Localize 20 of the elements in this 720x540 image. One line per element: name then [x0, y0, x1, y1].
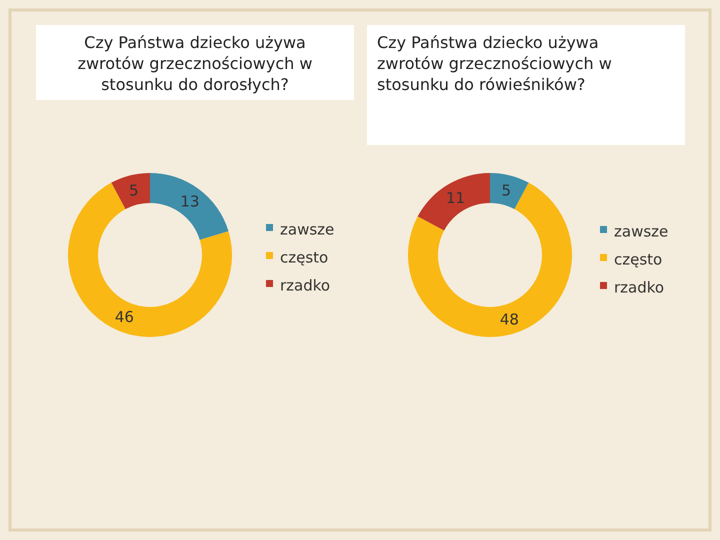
data-label: 46 [114, 308, 134, 326]
legend-label: zawsze [280, 220, 334, 238]
legend-label: często [614, 250, 662, 268]
data-label: 11 [446, 188, 466, 207]
donut-slice [418, 173, 490, 230]
chart-title: Czy Państwa dziecko używa zwrotów grzecznościowych w stosunku do dorosłych? [78, 33, 312, 94]
donut-slice [408, 182, 572, 337]
data-label: 5 [128, 181, 138, 200]
donut-slice [68, 182, 232, 337]
data-label: 13 [180, 192, 200, 210]
data-label: 48 [500, 310, 519, 328]
legend-label: rzadko [614, 278, 664, 296]
data-label: 5 [502, 181, 512, 200]
legend-label: często [280, 248, 328, 266]
legend-label: rzadko [280, 276, 330, 294]
chart-title: Czy Państwa dziecko używa zwrotów grzecznościowych w stosunku do rówieśników? [377, 33, 612, 94]
donut-slice [150, 173, 228, 240]
donut-slice [111, 173, 150, 210]
donut-slice [490, 173, 529, 210]
legend-label: zawsze [614, 222, 668, 240]
